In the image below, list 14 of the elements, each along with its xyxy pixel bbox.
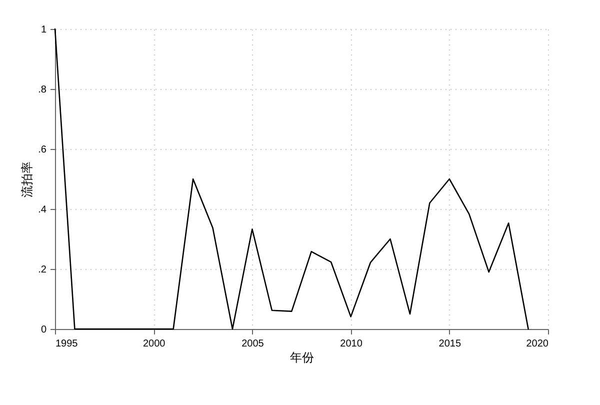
- x-tick-label: 2020: [526, 338, 549, 350]
- y-tick-label: .4: [38, 204, 47, 216]
- x-tick-label: 2010: [340, 338, 363, 350]
- y-tick-label: .2: [38, 264, 47, 276]
- x-tick-label: 2000: [142, 338, 166, 350]
- y-axis-title: 流拍率: [20, 162, 34, 198]
- y-tick-label: .6: [38, 144, 47, 156]
- x-tick-label: 2015: [438, 338, 462, 350]
- x-tick-label: 1995: [56, 338, 78, 350]
- y-tick-label: 1: [40, 24, 47, 36]
- y-tick-label: .8: [38, 84, 47, 96]
- x-tick-label: 2005: [242, 338, 264, 350]
- y-tick-label: 0: [40, 324, 47, 336]
- x-axis-title: 年份: [290, 350, 314, 364]
